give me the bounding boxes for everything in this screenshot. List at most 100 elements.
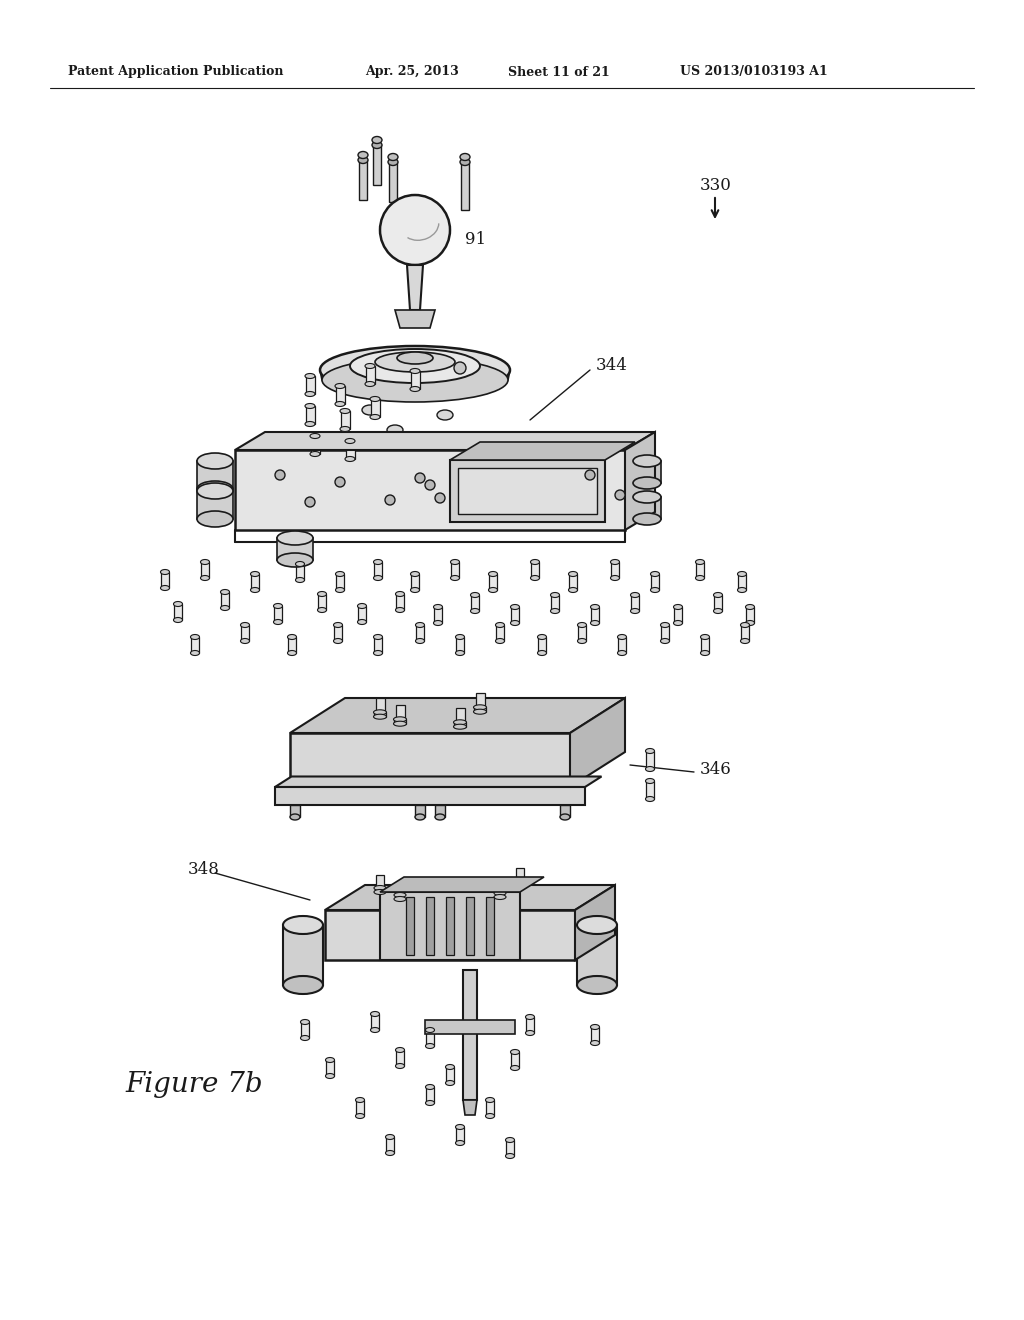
Ellipse shape — [435, 814, 445, 820]
Ellipse shape — [445, 1064, 455, 1069]
Bar — [356, 1100, 364, 1115]
Ellipse shape — [514, 883, 526, 887]
Ellipse shape — [173, 602, 182, 606]
Polygon shape — [395, 310, 435, 327]
Ellipse shape — [296, 578, 304, 582]
Bar — [411, 371, 420, 389]
Ellipse shape — [358, 157, 368, 164]
Text: 330: 330 — [700, 177, 732, 194]
Bar — [296, 564, 304, 579]
Bar — [514, 880, 525, 884]
Ellipse shape — [336, 572, 344, 577]
Ellipse shape — [355, 1097, 365, 1102]
Bar — [741, 624, 749, 642]
Ellipse shape — [485, 1114, 495, 1118]
Bar — [394, 895, 406, 899]
Circle shape — [454, 362, 466, 374]
Ellipse shape — [385, 1151, 394, 1155]
Bar — [371, 1014, 379, 1030]
Ellipse shape — [322, 358, 508, 403]
Ellipse shape — [496, 639, 505, 644]
Ellipse shape — [395, 1064, 404, 1068]
Bar — [305, 376, 314, 393]
Bar — [551, 595, 559, 611]
Circle shape — [385, 495, 395, 506]
Bar — [310, 436, 319, 454]
Bar — [569, 574, 577, 590]
Bar — [451, 562, 459, 578]
Ellipse shape — [375, 352, 455, 372]
Ellipse shape — [197, 480, 233, 498]
Bar — [435, 805, 445, 817]
Ellipse shape — [426, 1085, 434, 1089]
Bar — [374, 638, 382, 653]
Polygon shape — [380, 876, 544, 892]
Ellipse shape — [355, 1114, 365, 1118]
Ellipse shape — [241, 639, 250, 644]
Ellipse shape — [737, 587, 746, 593]
Ellipse shape — [511, 605, 519, 610]
Ellipse shape — [456, 1125, 465, 1130]
Ellipse shape — [372, 141, 382, 149]
Bar — [251, 574, 259, 590]
Ellipse shape — [538, 635, 547, 639]
Ellipse shape — [335, 384, 345, 388]
Bar — [406, 898, 414, 954]
Ellipse shape — [470, 593, 479, 598]
Ellipse shape — [350, 348, 480, 383]
Ellipse shape — [411, 587, 420, 593]
Ellipse shape — [201, 560, 210, 565]
Ellipse shape — [334, 639, 342, 644]
Polygon shape — [290, 698, 625, 733]
Ellipse shape — [445, 1081, 455, 1085]
Bar — [611, 562, 618, 578]
Ellipse shape — [645, 796, 654, 801]
Text: US 2013/0103193 A1: US 2013/0103193 A1 — [680, 66, 827, 78]
Bar — [456, 708, 465, 722]
Ellipse shape — [633, 513, 662, 525]
Ellipse shape — [745, 605, 755, 610]
Ellipse shape — [473, 709, 486, 714]
Bar — [325, 909, 575, 960]
Bar — [290, 733, 570, 788]
Ellipse shape — [305, 404, 315, 408]
Ellipse shape — [737, 572, 746, 577]
Ellipse shape — [388, 158, 398, 165]
Polygon shape — [570, 698, 625, 787]
Bar — [454, 722, 466, 727]
Ellipse shape — [451, 576, 460, 581]
Bar — [288, 638, 296, 653]
Ellipse shape — [317, 607, 327, 612]
Bar — [591, 1027, 599, 1043]
Text: 344: 344 — [596, 356, 628, 374]
Ellipse shape — [393, 717, 407, 722]
Bar — [463, 970, 477, 1100]
Ellipse shape — [650, 572, 659, 577]
Ellipse shape — [340, 408, 350, 413]
Bar — [318, 594, 326, 610]
Ellipse shape — [417, 433, 433, 444]
Ellipse shape — [374, 576, 383, 581]
Bar — [161, 572, 169, 587]
Ellipse shape — [578, 623, 587, 627]
Ellipse shape — [426, 1027, 434, 1032]
Ellipse shape — [283, 916, 323, 935]
Ellipse shape — [394, 896, 406, 902]
Ellipse shape — [310, 433, 319, 438]
Ellipse shape — [456, 635, 465, 639]
Ellipse shape — [374, 714, 386, 719]
Bar — [386, 1137, 394, 1152]
Ellipse shape — [714, 609, 723, 614]
Bar — [633, 461, 662, 483]
Bar — [396, 882, 404, 895]
Ellipse shape — [426, 1101, 434, 1106]
Ellipse shape — [371, 1027, 380, 1032]
Ellipse shape — [473, 705, 486, 710]
Ellipse shape — [437, 411, 453, 420]
Ellipse shape — [395, 591, 404, 597]
Ellipse shape — [161, 569, 170, 574]
Circle shape — [415, 473, 425, 483]
Ellipse shape — [374, 710, 386, 715]
Ellipse shape — [173, 618, 182, 623]
Ellipse shape — [374, 886, 386, 891]
